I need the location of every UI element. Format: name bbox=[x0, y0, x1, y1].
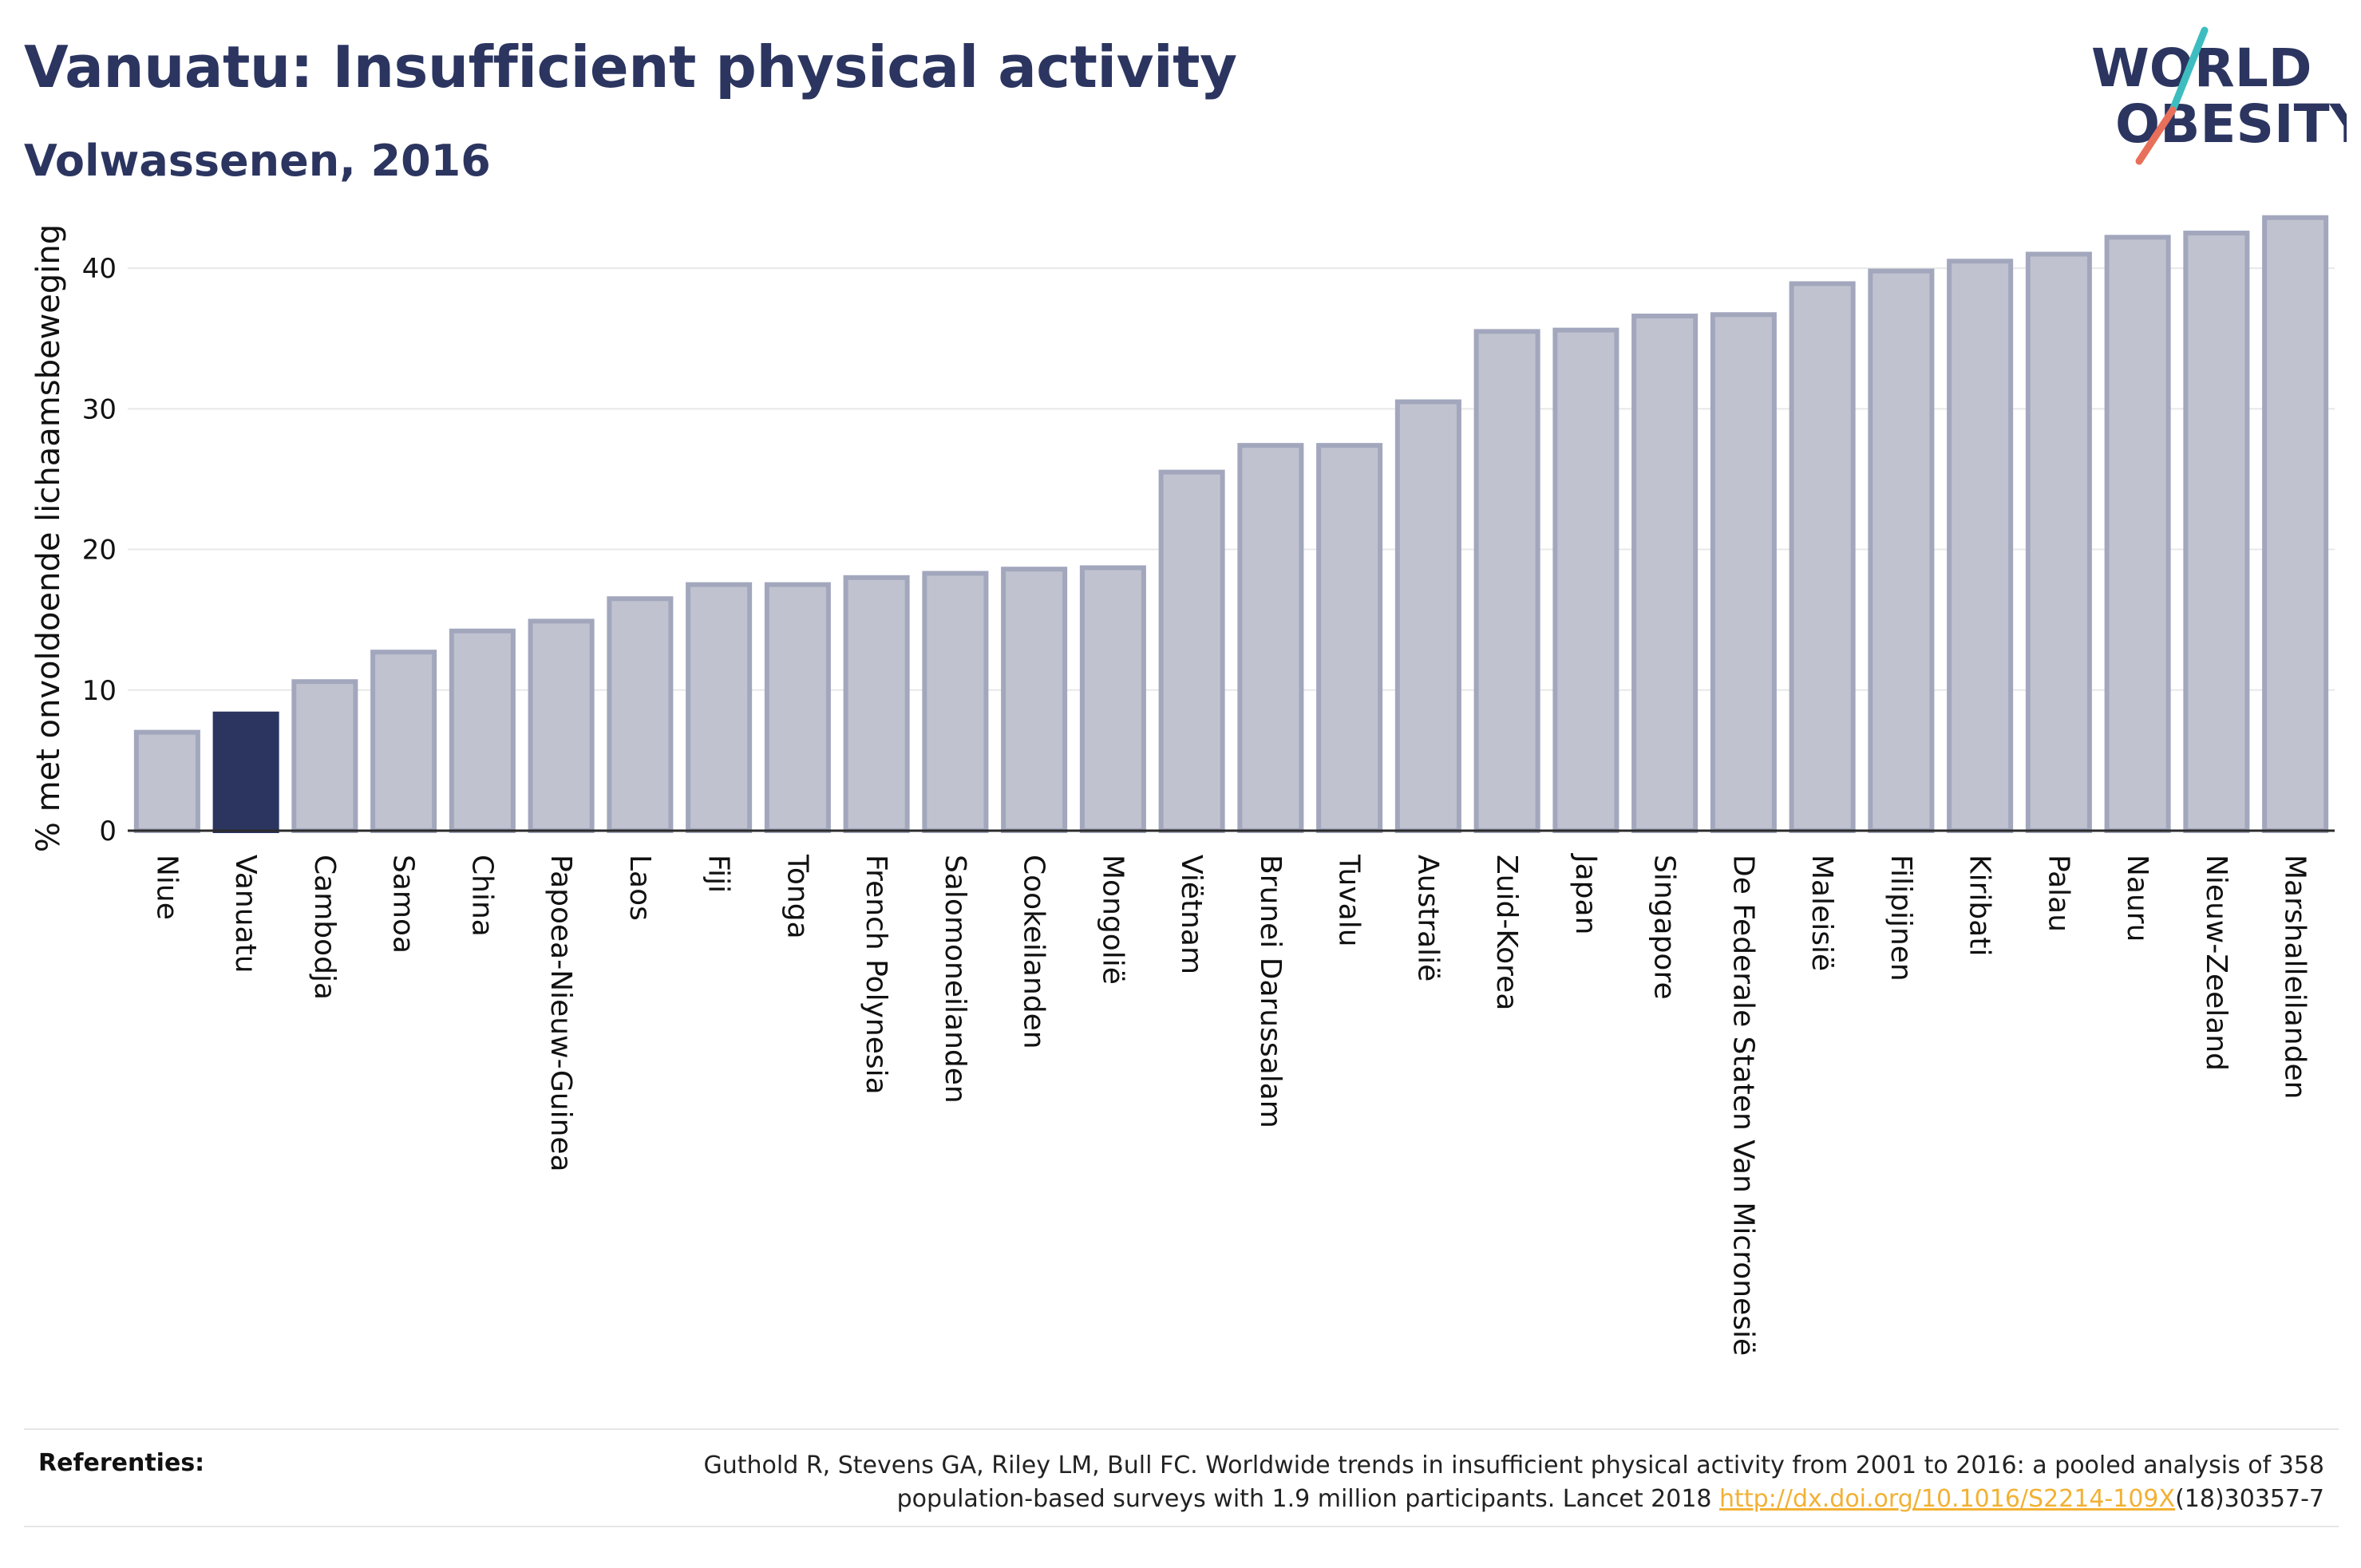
bar-japan bbox=[1552, 327, 1619, 834]
x-tick-label: Fiji bbox=[702, 855, 735, 893]
x-tick-label: French Polynesia bbox=[860, 855, 892, 1095]
bar-french-polynesia bbox=[843, 575, 910, 833]
x-tick-label: Japan bbox=[1569, 853, 1602, 934]
bar-papoea-nieuw-guinea bbox=[528, 618, 595, 833]
x-tick-label: Filipijnen bbox=[1884, 855, 1917, 981]
x-tick-label: Tonga bbox=[781, 854, 813, 939]
bar-cambodja bbox=[291, 679, 358, 834]
references-doi-link[interactable]: http://dx.doi.org/10.1016/S2214-109X bbox=[1719, 1485, 2176, 1513]
bar-tuvalu bbox=[1316, 443, 1383, 833]
y-tick-label: 20 bbox=[82, 535, 117, 567]
x-tick-label: Brunei Darussalam bbox=[1254, 855, 1287, 1128]
logo-slash-top bbox=[2169, 26, 2209, 114]
bar-fiji bbox=[686, 582, 753, 833]
y-tick-label: 0 bbox=[99, 816, 117, 847]
x-tick-label: Marshalleilanden bbox=[2279, 855, 2312, 1099]
bar-maleisi- bbox=[1789, 281, 1856, 833]
bar-cookeilanden bbox=[1001, 567, 1068, 834]
bar-china bbox=[449, 628, 516, 834]
bar-niue bbox=[133, 729, 200, 834]
x-tick-label: Cambodja bbox=[308, 855, 341, 1000]
bar-salomoneilanden bbox=[922, 571, 989, 833]
bar-laos bbox=[607, 596, 674, 833]
x-tick-label: Kiribati bbox=[1964, 855, 1996, 956]
y-tick-label: 40 bbox=[82, 253, 117, 285]
bar-vi-tnam bbox=[1158, 469, 1225, 834]
chart-title: Vanuatu: Insufficient physical activity bbox=[24, 34, 1237, 101]
bar-samoa bbox=[370, 650, 437, 833]
references-section: Referenties: Guthold R, Stevens GA, Rile… bbox=[24, 1428, 2339, 1527]
x-tick-label: Papoea-Nieuw-Guinea bbox=[544, 855, 577, 1172]
y-axis-label: % met onvoldoende lichaamsbeweging bbox=[30, 224, 67, 852]
references-citation-suffix: (18)30357-7 bbox=[2175, 1485, 2324, 1513]
x-tick-label: Nauru bbox=[2121, 855, 2153, 942]
x-tick-label: Salomoneilanden bbox=[939, 855, 971, 1104]
x-tick-label: Vanuatu bbox=[229, 855, 262, 974]
x-tick-label: Laos bbox=[623, 855, 656, 921]
bar-vanuatu bbox=[212, 711, 279, 833]
bar-marshalleilanden bbox=[2262, 215, 2329, 834]
world-obesity-logo: WORLD OBESITY bbox=[2091, 26, 2347, 165]
y-axis-ticks: 0 10 20 30 40 bbox=[82, 253, 117, 847]
bar-zuid-korea bbox=[1473, 329, 1540, 833]
bar-kiribati bbox=[1947, 259, 2014, 833]
bar-nauru bbox=[2104, 235, 2171, 833]
bar-mongoli- bbox=[1079, 565, 1146, 833]
bar-de-federale-staten-van-micronesi- bbox=[1710, 312, 1777, 833]
x-tick-label: Palau bbox=[2042, 855, 2074, 932]
bar-palau bbox=[2025, 251, 2092, 833]
x-tick-label: Niue bbox=[150, 855, 183, 920]
x-tick-label: Maleisië bbox=[1805, 855, 1838, 971]
bar-filipijnen bbox=[1868, 268, 1935, 833]
x-tick-label: China bbox=[465, 855, 498, 937]
bar-brunei-darussalam bbox=[1237, 443, 1304, 833]
chart-subtitle: Volwassenen, 2016 bbox=[24, 136, 491, 186]
x-tick-label: Samoa bbox=[387, 855, 420, 954]
bar-australi- bbox=[1394, 399, 1461, 833]
bar-nieuw-zeeland bbox=[2183, 231, 2250, 833]
references-text: Guthold R, Stevens GA, Riley LM, Bull FC… bbox=[568, 1449, 2324, 1516]
bar-chart: 0 10 20 30 40 Niue Vanuatu Cambodja Samoa China P… bbox=[30, 215, 2335, 1356]
logo-slash-bottom bbox=[2135, 106, 2177, 165]
references-label: Referenties: bbox=[38, 1449, 205, 1477]
y-tick-label: 10 bbox=[82, 675, 117, 707]
x-tick-label: Mongolië bbox=[1096, 855, 1129, 985]
bar-singapore bbox=[1631, 314, 1699, 833]
x-tick-label: Australië bbox=[1411, 855, 1444, 981]
x-tick-label: Tuvalu bbox=[1333, 854, 1366, 947]
x-tick-label: Viëtnam bbox=[1175, 855, 1208, 974]
bar-tonga bbox=[764, 582, 831, 833]
logo-line1: WORLD bbox=[2091, 38, 2312, 99]
y-tick-label: 30 bbox=[82, 393, 117, 425]
x-tick-label: Zuid-Korea bbox=[1490, 855, 1523, 1010]
x-tick-label: Singapore bbox=[1648, 855, 1681, 1000]
x-axis-labels: Niue Vanuatu Cambodja Samoa China Papoea-Nieu… bbox=[150, 853, 2311, 1356]
x-tick-label: Nieuw-Zeeland bbox=[2200, 855, 2232, 1071]
bars bbox=[133, 215, 2329, 834]
x-tick-label: De Federale Staten Van Micronesië bbox=[1726, 855, 1759, 1356]
references-citation: Guthold R, Stevens GA, Riley LM, Bull FC… bbox=[703, 1451, 2324, 1513]
x-tick-label: Cookeilanden bbox=[1018, 855, 1050, 1049]
